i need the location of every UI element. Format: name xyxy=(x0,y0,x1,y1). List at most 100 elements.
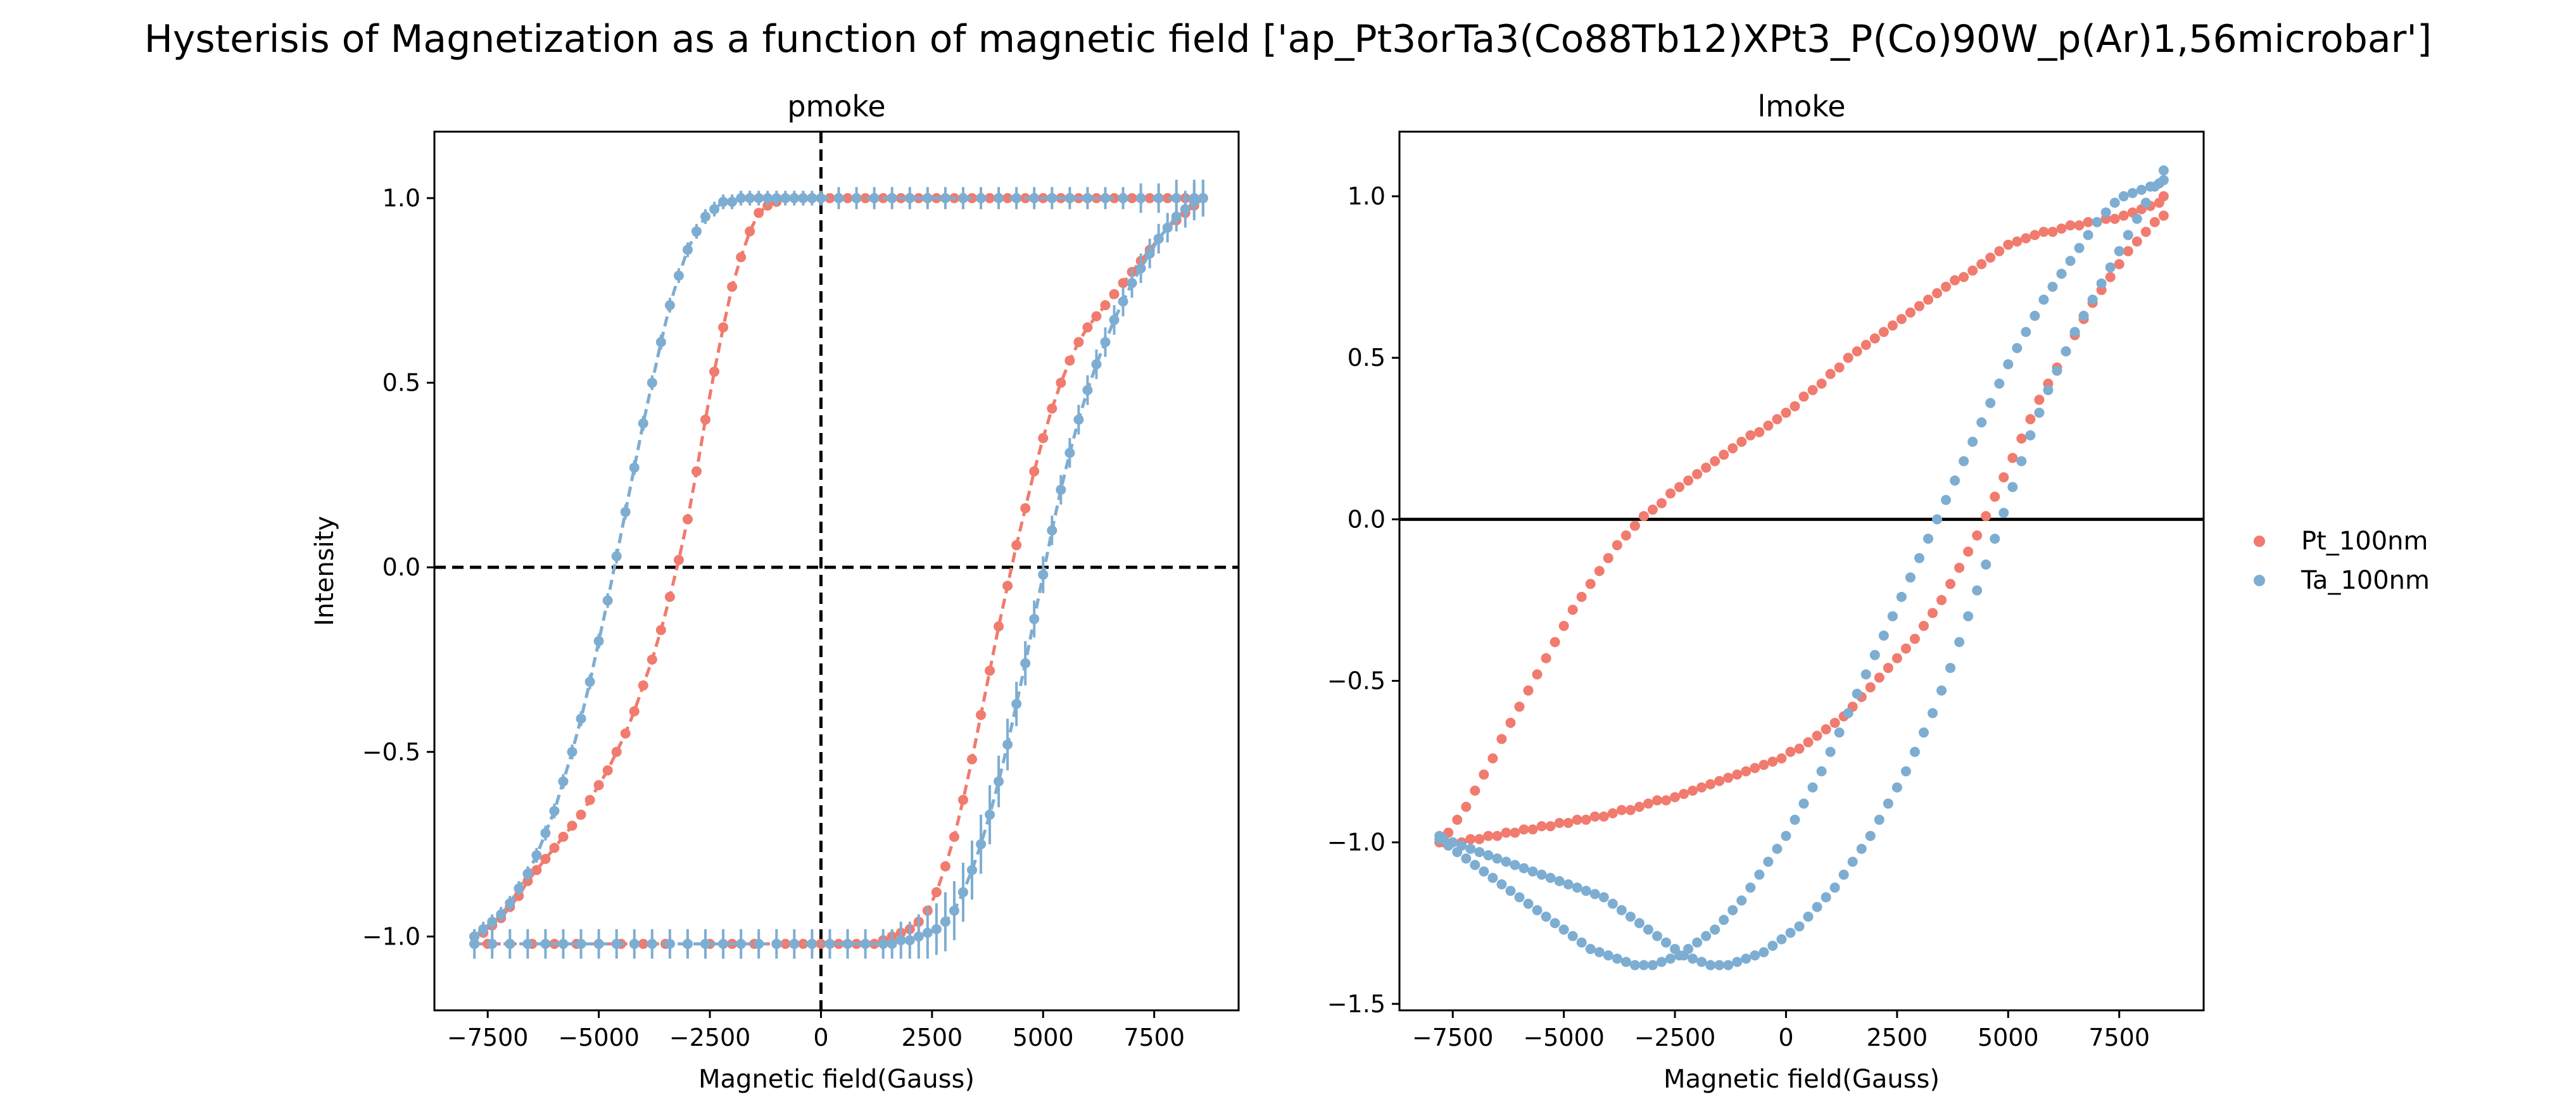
data-point xyxy=(1710,456,1720,467)
data-point xyxy=(1990,491,2000,502)
data-point xyxy=(1825,746,1836,757)
data-point xyxy=(1474,846,1485,857)
data-point xyxy=(1607,898,1618,909)
axes-frame xyxy=(1398,130,2205,1012)
data-point xyxy=(664,300,675,311)
data-point xyxy=(1558,924,1569,935)
data-point xyxy=(1518,824,1529,835)
data-point xyxy=(2021,233,2031,244)
data-point xyxy=(1091,311,1102,322)
data-point xyxy=(1144,248,1155,259)
data-point xyxy=(655,625,666,636)
data-point xyxy=(629,939,640,950)
x-tick-label: −2500 xyxy=(669,1024,751,1051)
data-point xyxy=(1696,957,1707,967)
data-point xyxy=(1576,937,1587,948)
data-point xyxy=(1763,420,1774,431)
data-point xyxy=(1109,315,1120,325)
data-point xyxy=(2016,433,2027,444)
data-point xyxy=(2123,230,2133,241)
data-point xyxy=(985,809,995,820)
data-point xyxy=(2158,210,2169,221)
data-point xyxy=(1990,533,2000,544)
data-point xyxy=(1496,879,1507,889)
data-point xyxy=(1959,272,1969,282)
data-point xyxy=(1994,246,2005,256)
data-point xyxy=(1554,818,1565,829)
x-tick-label: 7500 xyxy=(2088,1024,2150,1051)
series-ta-100nm xyxy=(469,179,1208,959)
data-point xyxy=(1452,814,1463,825)
data-point xyxy=(976,839,987,850)
data-point xyxy=(1754,427,1765,437)
data-point xyxy=(1807,782,1818,793)
data-point xyxy=(2127,187,2138,198)
data-point xyxy=(967,754,978,765)
data-point xyxy=(2087,294,2098,305)
data-point xyxy=(736,939,747,950)
data-point xyxy=(1736,895,1747,906)
data-point xyxy=(673,270,684,281)
data-point xyxy=(638,418,648,429)
data-point xyxy=(1679,789,1689,800)
data-point xyxy=(1865,682,1876,693)
data-point xyxy=(1905,307,1916,318)
data-point xyxy=(878,939,888,950)
data-point xyxy=(1705,779,1716,789)
data-point xyxy=(1073,414,1084,425)
data-point xyxy=(957,192,968,203)
data-point xyxy=(1865,831,1876,841)
data-point xyxy=(522,869,533,879)
data-point xyxy=(985,192,995,203)
x-axis-label: Magnetic field(Gauss) xyxy=(698,1065,975,1094)
series-line xyxy=(474,196,1204,946)
data-point xyxy=(629,706,640,717)
y-tick-label: 0.0 xyxy=(1348,505,1386,533)
data-point xyxy=(2131,213,2142,224)
data-point xyxy=(1527,824,1538,835)
data-point xyxy=(1936,594,1947,605)
data-point xyxy=(1900,766,1911,777)
data-point xyxy=(576,713,586,724)
data-point xyxy=(1594,947,1605,958)
data-point xyxy=(567,746,578,757)
data-point xyxy=(1785,746,1796,757)
data-point xyxy=(1967,436,1978,447)
data-point xyxy=(576,809,586,820)
data-point xyxy=(1860,669,1871,680)
data-point xyxy=(994,621,1004,632)
data-point xyxy=(638,680,648,691)
data-point xyxy=(1483,831,1494,841)
data-point xyxy=(2131,236,2142,247)
data-point xyxy=(1954,637,1965,648)
data-point xyxy=(1180,204,1190,215)
data-point xyxy=(1073,337,1084,348)
data-point xyxy=(1767,940,1778,951)
data-point xyxy=(1634,801,1645,812)
data-point xyxy=(505,898,515,908)
data-point xyxy=(1825,368,1836,379)
data-point xyxy=(1941,494,1952,505)
data-point xyxy=(584,794,595,805)
data-point xyxy=(2158,165,2169,176)
panel-title: pmoke xyxy=(787,89,885,123)
data-point xyxy=(1860,339,1871,350)
data-point xyxy=(1572,882,1582,893)
data-point xyxy=(531,865,542,876)
data-point xyxy=(611,551,622,562)
data-point xyxy=(1483,850,1494,861)
data-point xyxy=(1923,533,1933,544)
data-point xyxy=(1461,853,1472,864)
data-point xyxy=(2118,191,2129,202)
data-point xyxy=(1736,436,1747,447)
data-point xyxy=(940,861,950,872)
data-point xyxy=(1545,872,1556,883)
data-point xyxy=(1153,192,1164,203)
data-point xyxy=(1567,605,1578,615)
data-point xyxy=(1688,786,1698,796)
data-point xyxy=(1896,591,1907,602)
data-point xyxy=(780,939,791,950)
data-point xyxy=(1647,505,1658,515)
data-point xyxy=(1047,403,1058,414)
data-point xyxy=(1869,650,1880,660)
